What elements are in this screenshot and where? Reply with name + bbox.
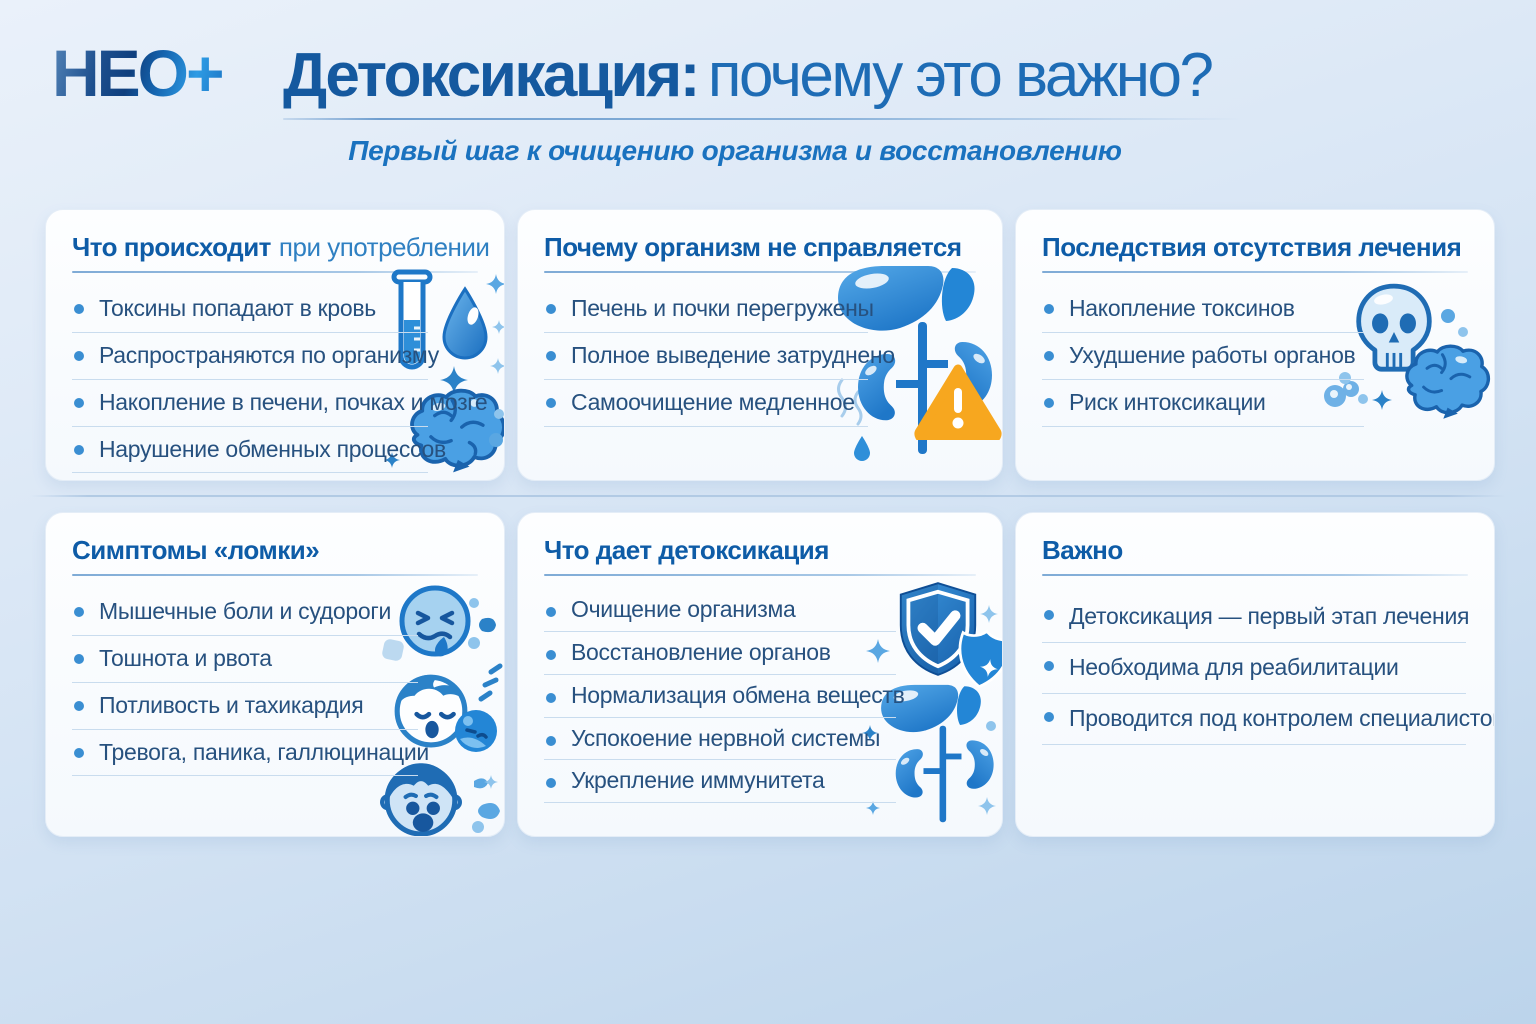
sparkle-icon <box>490 358 504 374</box>
list-item: Проводится под контролем специалистов <box>1042 694 1494 745</box>
list-item: Печень и почки перегружены <box>544 286 874 334</box>
sparkle-icon <box>492 320 504 334</box>
motion-dashes-icon <box>478 663 503 702</box>
sparkle-icon <box>980 605 998 623</box>
sparkle-icon <box>486 274 504 294</box>
bullet-dot-icon <box>74 607 84 618</box>
list-item: Накопление в печени, почках и мозге <box>72 380 488 427</box>
title-underline <box>72 574 478 577</box>
bullet-dot-icon <box>1044 610 1054 621</box>
card-consequences: Последствия отсутствия лечения Накоплени… <box>1015 209 1495 481</box>
sparkle-icon <box>866 801 880 815</box>
list-item: Очищение организма <box>544 589 896 633</box>
card-detox-benefits: Что дает детоксикация Очищение организма… <box>517 512 1003 837</box>
list-item: Потливость и тахикардия <box>72 683 418 730</box>
page-subtitle: Первый шаг к очищению организма и восста… <box>348 135 1122 167</box>
list-item: Мышечные боли и судороги <box>72 589 418 637</box>
bullet-list: Накопление токсинов Ухудшение работы орг… <box>1042 286 1364 427</box>
card-title: Что происходит при употреблении <box>72 232 490 262</box>
bullet-dot-icon <box>546 778 556 789</box>
title-underline <box>544 271 976 274</box>
list-item: Тошнота и рвота <box>72 636 418 683</box>
card-important: Важно Детоксикация — первый этап лечения… <box>1015 512 1495 837</box>
card-title: Что дает детоксикация <box>544 535 829 565</box>
shield-check-icon <box>899 582 977 676</box>
splash-icon <box>472 778 500 833</box>
list-item: Тревога, паника, галлюцинации <box>72 730 429 777</box>
bullet-dot-icon <box>1044 397 1054 408</box>
bullet-list: Детоксикация — первый этап лечения Необх… <box>1042 592 1494 745</box>
bullet-dot-icon <box>74 397 84 408</box>
bullet-dot-icon <box>74 444 84 455</box>
card-what-happens: Что происходит при употреблении Токсины п… <box>45 209 505 481</box>
bullet-list: Токсины попадают в кровь Распространяютс… <box>72 286 488 474</box>
splash-icon <box>468 598 496 649</box>
dot-accent-icon <box>986 721 996 731</box>
row-divider <box>30 495 1506 497</box>
title-underline <box>1042 574 1468 577</box>
sparkle-icon <box>484 775 498 789</box>
bullet-dot-icon <box>74 351 84 362</box>
card-title: Почему организм не справляется <box>544 232 962 262</box>
list-item: Ухудшение работы органов <box>1042 333 1364 380</box>
bullet-dot-icon <box>74 700 84 711</box>
neo-plus-logo: НЕО+ <box>52 36 225 110</box>
title-underline <box>1042 271 1468 274</box>
bullet-dot-icon <box>74 304 84 315</box>
skull-icon <box>1356 283 1432 372</box>
crying-ball-icon <box>455 710 497 752</box>
bullet-list: Печень и почки перегружены Полное выведе… <box>544 286 895 427</box>
list-item: Накопление токсинов <box>1042 286 1364 334</box>
badge-shield-icon <box>958 629 1002 689</box>
list-item: Укрепление иммунитета <box>544 760 896 804</box>
dot-accent-icon <box>489 409 504 447</box>
list-item: Нормализация обмена веществ <box>544 675 905 718</box>
list-item: Самоочищение медленное <box>544 380 868 427</box>
list-item: Детоксикация — первый этап лечения <box>1042 592 1469 644</box>
bullet-dot-icon <box>546 351 556 362</box>
list-item: Восстановление органов <box>544 632 896 675</box>
dot-accent-icon <box>1441 309 1468 337</box>
list-item: Риск интоксикации <box>1042 380 1364 427</box>
brain-icon <box>1405 344 1491 419</box>
bullet-list: Очищение организма Восстановление органо… <box>544 589 905 804</box>
sparkle-icon <box>978 797 996 815</box>
bullet-dot-icon <box>74 747 84 758</box>
bullet-dot-icon <box>74 654 84 665</box>
list-item: Полное выведение затруднено <box>544 333 895 380</box>
bullet-dot-icon <box>546 397 556 408</box>
bullet-dot-icon <box>1044 351 1054 362</box>
title-underline <box>72 271 478 274</box>
bullet-dot-icon <box>1044 304 1054 315</box>
list-item: Распространяются по организму <box>72 333 439 380</box>
page-title: Детоксикация: почему это важно? <box>283 44 1245 107</box>
bullet-dot-icon <box>546 304 556 315</box>
bullet-dot-icon <box>546 692 556 703</box>
list-item: Нарушение обменных процессов <box>72 427 446 474</box>
header: Детоксикация: почему это важно? Первый ша… <box>283 44 1245 167</box>
title-underline <box>283 118 1245 121</box>
list-item: Токсины попадают в кровь <box>72 286 428 334</box>
bullet-dot-icon <box>546 650 556 661</box>
bullet-dot-icon <box>1044 711 1054 722</box>
card-withdrawal-symptoms: Симптомы «ломки» Мышечные боли и судорог… <box>45 512 505 837</box>
list-item: Необходима для реабилитации <box>1042 643 1466 694</box>
card-why-body-fails: Почему организм не справляется Печень и … <box>517 209 1003 481</box>
bullet-dot-icon <box>546 735 556 746</box>
bullet-dot-icon <box>546 607 556 618</box>
water-drop-icon <box>442 286 488 360</box>
bullet-list: Мышечные боли и судороги Тошнота и рвота… <box>72 589 429 777</box>
cards-grid: Что происходит при употреблении Токсины п… <box>45 209 1495 837</box>
bullet-dot-icon <box>1044 661 1054 672</box>
page-title-bold: Детоксикация: <box>283 41 700 110</box>
card-title: Последствия отсутствия лечения <box>1042 232 1462 262</box>
card-title: Симптомы «ломки» <box>72 535 320 565</box>
warning-triangle-icon <box>914 364 1002 440</box>
page-title-light: почему это важно? <box>707 41 1214 110</box>
card-title: Важно <box>1042 535 1123 565</box>
list-item: Успокоение нервной системы <box>544 718 896 761</box>
title-underline <box>544 574 976 577</box>
sparkle-icon <box>1372 390 1392 410</box>
